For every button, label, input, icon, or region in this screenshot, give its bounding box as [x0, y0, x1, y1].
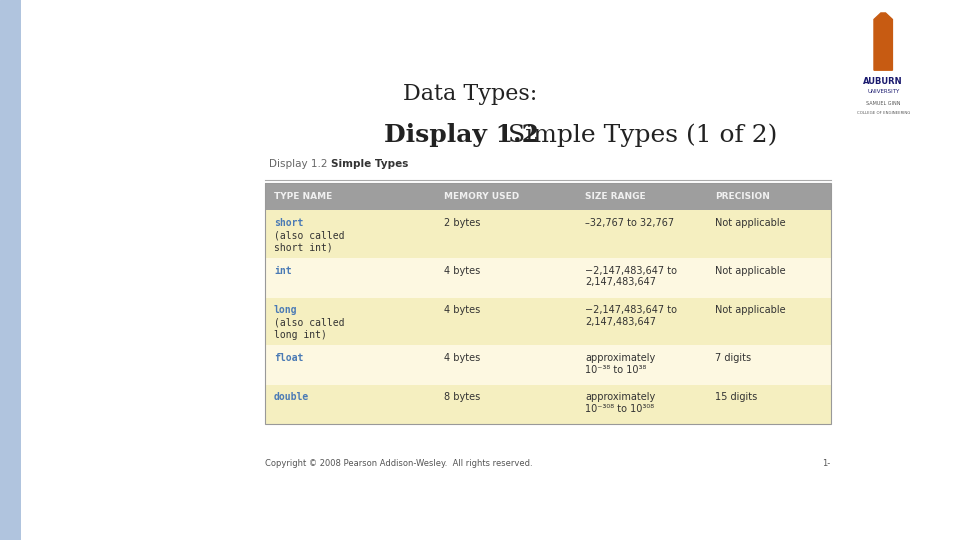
- Text: 2,147,483,647: 2,147,483,647: [585, 317, 656, 327]
- Text: double: double: [274, 393, 309, 402]
- Text: Data Types:: Data Types:: [402, 83, 537, 105]
- Text: (also called: (also called: [274, 318, 345, 328]
- Text: 10⁻³⁸ to 10³⁸: 10⁻³⁸ to 10³⁸: [585, 364, 646, 375]
- Polygon shape: [874, 13, 893, 70]
- Text: UNIVERSITY: UNIVERSITY: [867, 89, 900, 94]
- Text: short: short: [274, 218, 303, 228]
- Text: TYPE NAME: TYPE NAME: [274, 192, 332, 201]
- Text: COLLEGE OF ENGINEERING: COLLEGE OF ENGINEERING: [856, 111, 910, 116]
- Text: long: long: [274, 305, 298, 315]
- Text: −2,147,483,647 to: −2,147,483,647 to: [585, 266, 677, 275]
- Bar: [265, 346, 830, 385]
- Text: approximately: approximately: [585, 393, 656, 402]
- Text: short int): short int): [274, 243, 333, 253]
- Text: 15 digits: 15 digits: [715, 393, 757, 402]
- Text: float: float: [274, 353, 303, 363]
- Text: SIZE RANGE: SIZE RANGE: [585, 192, 646, 201]
- Text: long int): long int): [274, 330, 327, 340]
- Text: approximately: approximately: [585, 353, 656, 363]
- Text: MEMORY USED: MEMORY USED: [444, 192, 519, 201]
- Text: Simple Types: Simple Types: [330, 159, 408, 168]
- Text: Not applicable: Not applicable: [715, 218, 785, 228]
- Text: int: int: [274, 266, 292, 275]
- Text: 10⁻³⁰⁸ to 10³⁰⁸: 10⁻³⁰⁸ to 10³⁰⁸: [585, 404, 654, 414]
- Text: SAMUEL GINN: SAMUEL GINN: [866, 101, 900, 106]
- Text: 4 bytes: 4 bytes: [444, 266, 480, 275]
- Bar: [265, 183, 830, 211]
- Text: Copyright © 2008 Pearson Addison-Wesley.  All rights reserved.: Copyright © 2008 Pearson Addison-Wesley.…: [265, 460, 533, 469]
- Text: Not applicable: Not applicable: [715, 266, 785, 275]
- Text: 4 bytes: 4 bytes: [444, 353, 480, 363]
- Text: Not applicable: Not applicable: [715, 305, 785, 315]
- Text: 8 bytes: 8 bytes: [444, 393, 480, 402]
- Bar: [265, 258, 830, 298]
- Bar: [265, 385, 830, 424]
- Text: Display 1.2: Display 1.2: [384, 124, 540, 147]
- Text: (also called: (also called: [274, 230, 345, 240]
- Text: −2,147,483,647 to: −2,147,483,647 to: [585, 305, 677, 315]
- Text: 7 digits: 7 digits: [715, 353, 751, 363]
- Text: 2 bytes: 2 bytes: [444, 218, 480, 228]
- Text: 4 bytes: 4 bytes: [444, 305, 480, 315]
- Bar: [265, 211, 830, 258]
- Text: –32,767 to 32,767: –32,767 to 32,767: [585, 218, 674, 228]
- Text: PRECISION: PRECISION: [715, 192, 770, 201]
- Text: AUBURN: AUBURN: [863, 77, 903, 85]
- Bar: [265, 298, 830, 346]
- Text: Display 1.2: Display 1.2: [269, 159, 327, 168]
- Text: 2,147,483,647: 2,147,483,647: [585, 277, 656, 287]
- Text: Simple Types (1 of 2): Simple Types (1 of 2): [492, 124, 778, 147]
- Text: 1-: 1-: [823, 460, 830, 469]
- Bar: [265, 183, 830, 424]
